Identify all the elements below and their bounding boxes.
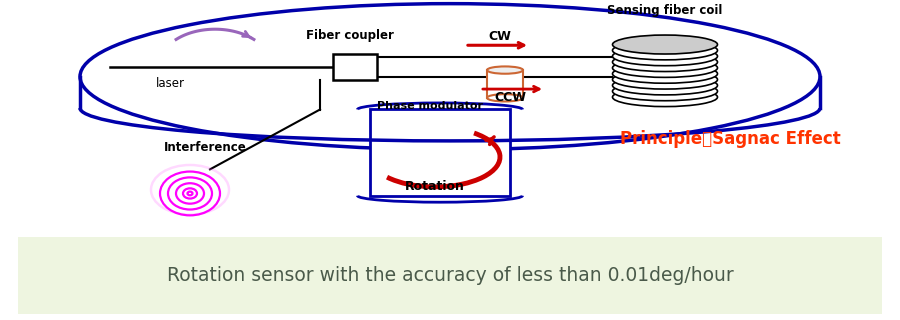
Bar xyxy=(487,70,523,98)
Ellipse shape xyxy=(487,94,523,101)
Text: Fiber coupler: Fiber coupler xyxy=(306,28,394,42)
Bar xyxy=(370,109,510,196)
Text: Sensing fiber coil: Sensing fiber coil xyxy=(608,4,723,18)
Ellipse shape xyxy=(613,58,717,77)
Ellipse shape xyxy=(151,165,229,215)
Text: laser: laser xyxy=(156,77,184,91)
Text: Rotation sensor with the accuracy of less than 0.01deg/hour: Rotation sensor with the accuracy of les… xyxy=(166,266,733,285)
Ellipse shape xyxy=(613,52,717,72)
Text: CCW: CCW xyxy=(494,91,526,104)
Ellipse shape xyxy=(613,76,717,95)
Ellipse shape xyxy=(613,70,717,89)
Ellipse shape xyxy=(613,88,717,107)
Text: CW: CW xyxy=(489,30,511,43)
Text: Interference: Interference xyxy=(164,141,247,154)
Ellipse shape xyxy=(613,64,717,83)
Text: Principle：Sagnac Effect: Principle：Sagnac Effect xyxy=(619,130,841,148)
Text: Phase modulator: Phase modulator xyxy=(377,101,483,111)
Ellipse shape xyxy=(613,35,717,54)
Ellipse shape xyxy=(80,4,820,150)
Text: Rotation: Rotation xyxy=(405,180,465,193)
Ellipse shape xyxy=(613,82,717,101)
Ellipse shape xyxy=(487,67,523,74)
Ellipse shape xyxy=(613,41,717,60)
FancyBboxPatch shape xyxy=(1,235,899,315)
Ellipse shape xyxy=(613,47,717,66)
Bar xyxy=(333,54,377,80)
